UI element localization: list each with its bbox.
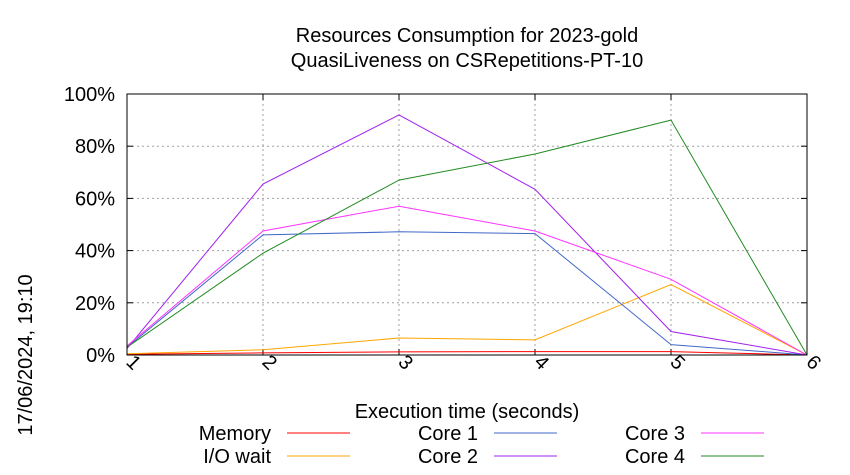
series-layer [126, 114, 808, 356]
x-tick-label: 1 [122, 351, 145, 374]
chart-title-line-1: Resources Consumption for 2023-gold [296, 25, 638, 47]
series-line-core-1 [126, 231, 808, 356]
y-tick-labels: 0% 20% 40% 60% 80% 100% [64, 84, 115, 367]
y-tick-label: 20% [75, 293, 115, 315]
legend-label: Core 1 [418, 423, 478, 445]
timestamp-label: 17/06/2024, 19:10 [15, 274, 37, 435]
y-tick-label: 0% [86, 345, 115, 367]
legend-label: Core 3 [625, 423, 685, 445]
legend-label: Memory [199, 423, 271, 445]
y-tick-label: 80% [75, 136, 115, 158]
legend-label: I/O wait [203, 446, 271, 468]
y-tick-label: 60% [75, 188, 115, 210]
legend-label: Core 4 [625, 446, 685, 468]
grid-layer [126, 93, 808, 356]
chart-title-line-2: QuasiLiveness on CSRepetitions-PT-10 [291, 50, 643, 72]
series-line-i-o-wait [126, 283, 808, 356]
series-line-core-4 [126, 119, 808, 356]
plot-frame [126, 93, 808, 356]
series-line-memory [126, 351, 808, 356]
series-line-core-2 [126, 114, 808, 356]
series-line-core-3 [126, 205, 808, 356]
y-tick-label: 40% [75, 241, 115, 263]
x-axis-label: Execution time (seconds) [355, 401, 580, 423]
legend-label: Core 2 [418, 446, 478, 468]
y-tick-label: 100% [64, 84, 115, 106]
